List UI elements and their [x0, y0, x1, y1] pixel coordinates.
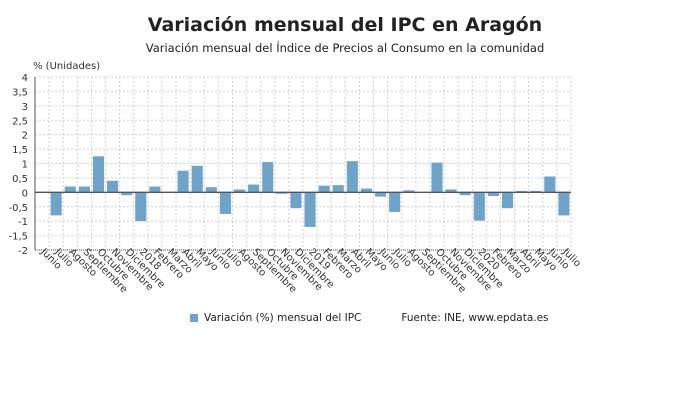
bar: [50, 192, 62, 216]
y-tick-label: -1: [18, 217, 28, 228]
bar: [121, 192, 133, 196]
bar: [92, 156, 105, 193]
y-tick-label: 1: [22, 160, 28, 171]
bar: [78, 186, 90, 193]
bar: [262, 162, 274, 193]
chart-title: Variación mensual del IPC en Aragón: [147, 14, 543, 36]
y-tick-label: -2: [18, 246, 28, 257]
bar: [318, 185, 330, 193]
bar: [205, 187, 217, 193]
source-text: Fuente: INE, www.epdata.es: [401, 312, 549, 324]
y-tick-label: -1,5: [8, 232, 28, 243]
bar: [191, 165, 203, 193]
bar: [135, 192, 147, 222]
bar: [544, 176, 556, 193]
bar: [530, 190, 542, 193]
y-tick-label: 4: [22, 73, 28, 84]
bar: [276, 192, 288, 194]
bar: [304, 192, 316, 227]
y-axis-label: % (Unidades): [33, 61, 100, 72]
bar: [558, 192, 570, 216]
bar: [248, 184, 260, 193]
bar: [360, 188, 373, 193]
y-tick-label: -0,5: [8, 203, 28, 214]
legend-swatch: [190, 314, 198, 322]
bar: [459, 192, 471, 196]
bar: [332, 185, 344, 193]
bar: [501, 192, 514, 209]
bar: [516, 190, 528, 193]
bar: [389, 192, 401, 212]
y-tick-label: 2,5: [12, 116, 28, 127]
bar: [149, 186, 161, 193]
legend-label: Variación (%) mensual del IPC: [204, 312, 362, 324]
y-tick-label: 1,5: [12, 145, 28, 156]
bar: [473, 192, 485, 221]
bar: [177, 170, 189, 193]
legend: Variación (%) mensual del IPC Fuente: IN…: [190, 312, 549, 324]
bar: [219, 192, 231, 214]
y-tick-label: 3: [22, 102, 28, 113]
bar: [403, 190, 415, 193]
bar: [431, 162, 443, 193]
bar: [233, 189, 246, 193]
y-tick-label: 2: [22, 131, 28, 142]
bar: [290, 192, 302, 209]
bar: [445, 189, 457, 193]
y-tick-label: 3,5: [12, 87, 28, 98]
y-tick-label: 0: [22, 188, 28, 199]
y-tick-label: 0,5: [12, 174, 28, 185]
bar: [64, 186, 76, 193]
bar: [375, 192, 387, 197]
bar: [346, 161, 358, 193]
bar: [107, 180, 119, 193]
bar: [487, 192, 499, 197]
chart-subtitle: Variación mensual del Índice de Precios …: [145, 41, 545, 55]
